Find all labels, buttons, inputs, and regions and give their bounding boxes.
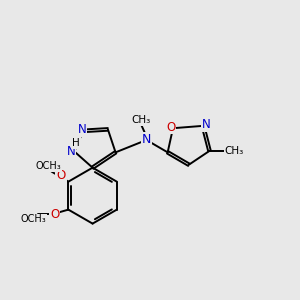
Text: O: O [50, 208, 59, 221]
Text: N: N [142, 134, 151, 146]
Text: H: H [72, 138, 80, 148]
Text: OCH₃: OCH₃ [21, 214, 46, 224]
Text: CH₃: CH₃ [225, 146, 244, 156]
Text: CH₃: CH₃ [131, 115, 151, 125]
Text: N: N [78, 123, 86, 136]
Text: O: O [56, 169, 66, 182]
Text: OCH₃: OCH₃ [36, 161, 61, 171]
Text: N: N [202, 118, 210, 131]
Text: N: N [66, 145, 75, 158]
Text: O: O [166, 121, 175, 134]
